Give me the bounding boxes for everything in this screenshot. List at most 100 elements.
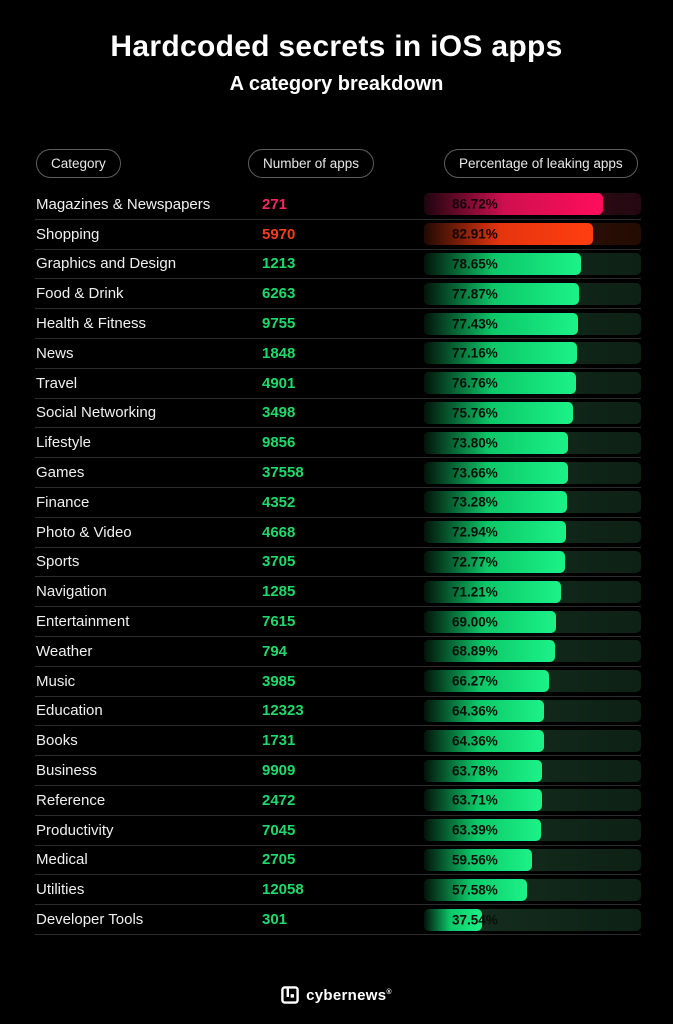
bar-fill xyxy=(424,878,527,901)
table-rows: Magazines & Newspapers 271 86.72% Shoppi… xyxy=(0,190,673,935)
table-row: Games 37558 73.66% xyxy=(35,458,641,488)
apps-count: 5970 xyxy=(262,225,296,243)
bar-fill xyxy=(424,670,549,693)
bar-fill xyxy=(424,521,566,544)
bar-fill xyxy=(424,372,576,395)
bar-fill xyxy=(424,282,579,305)
percent-label: 63.39% xyxy=(452,822,498,838)
percent-label: 78.65% xyxy=(452,256,498,272)
table-row: Navigation 1285 71.21% xyxy=(35,577,641,608)
bar-fill xyxy=(424,789,543,812)
table-row: Entertainment 7615 69.00% xyxy=(35,607,641,637)
category-label: Medical xyxy=(36,851,88,869)
apps-count: 9856 xyxy=(262,434,296,452)
percent-label: 76.76% xyxy=(452,375,498,391)
category-label: Magazines & Newspapers xyxy=(36,195,211,213)
apps-count: 794 xyxy=(262,642,288,660)
percentage-bar-track: 59.56% xyxy=(424,848,641,871)
bar-fill xyxy=(424,252,581,275)
percentage-bar-track: 72.77% xyxy=(424,550,641,573)
page-subtitle: A category breakdown xyxy=(229,73,444,95)
category-label: Games xyxy=(36,464,85,482)
percent-label: 73.66% xyxy=(452,465,498,481)
percentage-bar-track: 64.36% xyxy=(424,699,641,722)
bar-fill xyxy=(424,819,542,842)
percentage-bar-track: 64.36% xyxy=(424,729,641,752)
percent-label: 63.71% xyxy=(452,792,498,808)
page-title: Hardcoded secrets in iOS apps xyxy=(110,30,563,63)
percentage-bar-track: 63.39% xyxy=(424,819,641,842)
category-label: Lifestyle xyxy=(36,434,92,452)
percentage-bar-track: 77.43% xyxy=(424,312,641,335)
category-label: Finance xyxy=(36,493,90,511)
apps-count: 1213 xyxy=(262,255,296,273)
percentage-bar-track: 71.21% xyxy=(424,580,641,603)
table-row: Medical 2705 59.56% xyxy=(35,846,641,876)
apps-count: 4352 xyxy=(262,493,296,511)
apps-count: 271 xyxy=(262,195,288,213)
table-row: Graphics and Design 1213 78.65% xyxy=(35,250,641,280)
bar-fill xyxy=(424,491,567,514)
percent-label: 64.36% xyxy=(452,733,498,749)
apps-count: 7615 xyxy=(262,613,296,631)
table-row: Lifestyle 9856 73.80% xyxy=(35,428,641,459)
table-row: Business 9909 63.78% xyxy=(35,756,641,786)
category-label: Food & Drink xyxy=(36,285,124,303)
cybernews-logo-icon xyxy=(281,986,299,1004)
percent-label: 66.27% xyxy=(452,673,498,689)
table-row: Weather 794 68.89% xyxy=(35,637,641,667)
percentage-bar-track: 63.78% xyxy=(424,759,641,782)
percentage-bar-track: 73.80% xyxy=(424,431,641,454)
category-label: Shopping xyxy=(36,225,100,243)
table-row: Finance 4352 73.28% xyxy=(35,488,641,518)
category-label: Weather xyxy=(36,642,93,660)
percent-label: 73.80% xyxy=(452,435,498,451)
apps-count: 1731 xyxy=(262,732,296,750)
apps-count: 3985 xyxy=(262,672,296,690)
percentage-bar-track: 77.87% xyxy=(424,282,641,305)
percentage-bar-track: 37.54% xyxy=(424,908,641,931)
category-label: Social Networking xyxy=(36,404,157,422)
bar-fill xyxy=(424,461,568,484)
table-row: News 1848 77.16% xyxy=(35,339,641,369)
category-label: Health & Fitness xyxy=(36,315,147,333)
apps-count: 1285 xyxy=(262,583,296,601)
percentage-bar-track: 63.71% xyxy=(424,789,641,812)
table-row: Utilities 12058 57.58% xyxy=(35,875,641,906)
percentage-bar-track: 69.00% xyxy=(424,610,641,633)
table-row: Music 3985 66.27% xyxy=(35,667,641,697)
table-row: Reference 2472 63.71% xyxy=(35,786,641,816)
brand-wordmark: cybernews® xyxy=(306,986,392,1004)
column-header-number-of-apps: Number of apps xyxy=(248,149,375,178)
percent-label: 71.21% xyxy=(452,584,498,600)
percent-label: 77.16% xyxy=(452,345,498,361)
bar-fill xyxy=(424,401,574,424)
category-label: Music xyxy=(36,672,76,690)
percentage-bar-track: 77.16% xyxy=(424,342,641,365)
bar-fill xyxy=(424,342,577,365)
footer: cybernews® xyxy=(0,986,673,1004)
apps-count: 301 xyxy=(262,911,288,929)
percent-label: 63.78% xyxy=(452,763,498,779)
bar-fill xyxy=(424,223,593,246)
percentage-bar-track: 66.27% xyxy=(424,670,641,693)
apps-count: 12058 xyxy=(262,881,304,899)
percentage-bar-track: 82.91% xyxy=(424,223,641,246)
percent-label: 72.94% xyxy=(452,524,498,540)
category-label: Reference xyxy=(36,791,106,809)
percent-label: 64.36% xyxy=(452,703,498,719)
column-header-percentage: Percentage of leaking apps xyxy=(444,149,638,178)
category-label: Developer Tools xyxy=(36,911,144,929)
percent-label: 82.91% xyxy=(452,226,498,242)
table-row: Food & Drink 6263 77.87% xyxy=(35,279,641,310)
table-row: Health & Fitness 9755 77.43% xyxy=(35,309,641,339)
percentage-bar-track: 72.94% xyxy=(424,521,641,544)
apps-count: 3498 xyxy=(262,404,296,422)
table-row: Photo & Video 4668 72.94% xyxy=(35,518,641,548)
percent-label: 59.56% xyxy=(452,852,498,868)
bar-fill xyxy=(424,759,543,782)
bar-fill xyxy=(424,848,532,871)
category-label: News xyxy=(36,344,74,362)
table-row: Travel 4901 76.76% xyxy=(35,369,641,399)
